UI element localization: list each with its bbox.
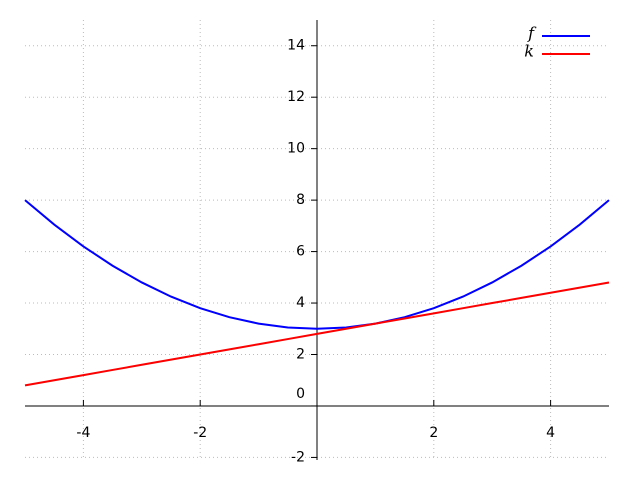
y-tick-label: 12 (287, 89, 305, 105)
legend-label: k (524, 42, 534, 61)
x-tick-label: -4 (76, 425, 90, 441)
legend-label: f (527, 24, 537, 43)
series-line (24, 199, 610, 330)
y-tick-label: 10 (287, 141, 305, 157)
y-tick-label: 6 (296, 244, 305, 260)
y-tick-label: 14 (287, 38, 305, 54)
y-tick-label: 0 (296, 386, 305, 402)
y-tick-label: 4 (296, 295, 305, 311)
y-tick-label: 2 (296, 347, 305, 363)
x-tick-label: 2 (429, 425, 438, 441)
x-tick-label: 4 (546, 425, 555, 441)
series-line (24, 281, 610, 387)
y-tick-label: -2 (291, 449, 305, 465)
y-tick-label: 8 (296, 192, 305, 208)
x-tick-label: -2 (193, 425, 207, 441)
